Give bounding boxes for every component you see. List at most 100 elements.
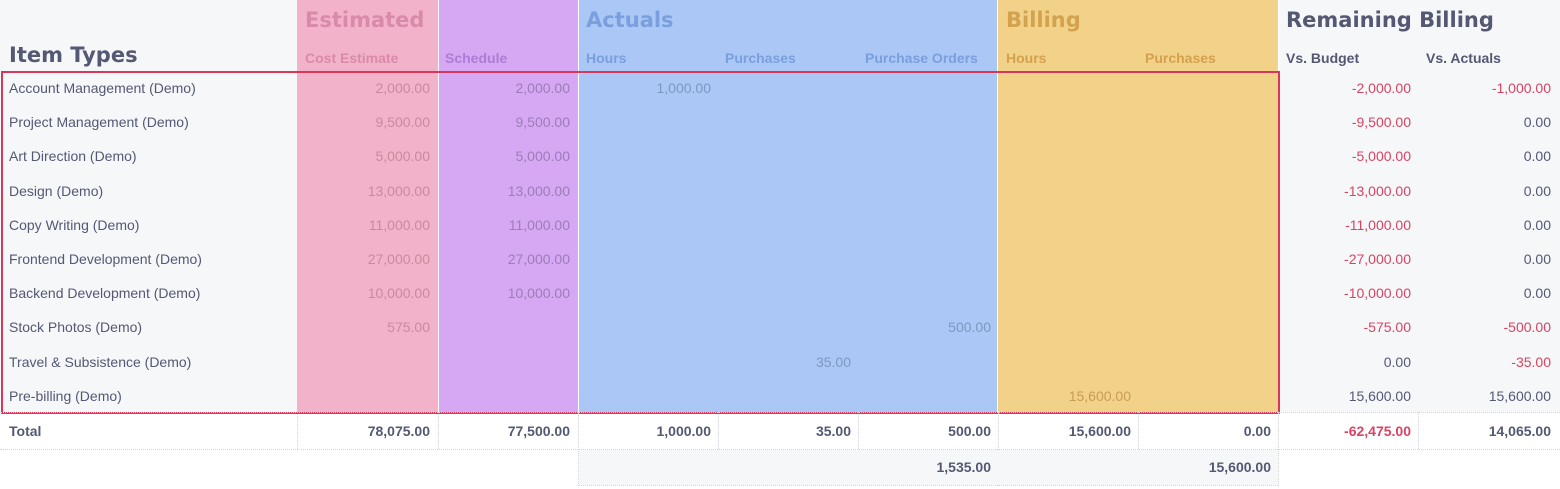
table-row[interactable]: Frontend Development (Demo) 27,000.00 27,0… — [0, 242, 1560, 276]
table-row[interactable]: Travel & Subsistence (Demo) 35.00 0.00 -35.… — [0, 345, 1560, 379]
vs-actuals-cell: 0.00 — [1523, 251, 1551, 267]
vs-actuals-cell: -35.00 — [1511, 353, 1551, 370]
vs-actuals-cell: -500.00 — [1503, 319, 1551, 336]
cost-estimate-cell: 5,000.00 — [375, 148, 431, 165]
col-divider — [1138, 412, 1139, 449]
total-actual-purchases: 35.00 — [815, 423, 851, 439]
actual-purchases-cell: 35.00 — [815, 353, 851, 370]
total-vs-budget: -62,475.00 — [1344, 423, 1411, 439]
remaining-billing-header: Remaining Billing — [1286, 8, 1494, 32]
estimated-header: Estimated — [305, 8, 425, 32]
item-type-label: Copy Writing (Demo) — [9, 216, 140, 233]
vs-budget-cell: 15,600.00 — [1348, 387, 1411, 404]
schedule-cell: 10,000.00 — [507, 285, 570, 302]
cost-estimate-cell: 575.00 — [387, 319, 430, 336]
table-row[interactable]: Backend Development (Demo) 10,000.00 10,00… — [0, 276, 1560, 310]
table-row[interactable]: Art Direction (Demo) 5,000.00 5,000.00 -5,0… — [0, 139, 1560, 173]
schedule-subheader: Schedule — [445, 50, 508, 66]
cost-estimate-cell: 9,500.00 — [375, 114, 431, 131]
item-type-label: Project Management (Demo) — [9, 114, 189, 131]
vs-actuals-cell: 15,600.00 — [1488, 387, 1551, 404]
vs-budget-subheader: Vs. Budget — [1286, 50, 1360, 66]
remaining-billing-panel — [1279, 0, 1560, 412]
table-row[interactable]: Copy Writing (Demo) 11,000.00 11,000.00 -11… — [0, 208, 1560, 242]
vs-budget-cell: -575.00 — [1363, 319, 1411, 336]
vs-budget-cell: -10,000.00 — [1344, 285, 1411, 302]
item-type-label: Account Management (Demo) — [9, 80, 196, 96]
billing-header: Billing — [1006, 8, 1081, 32]
actual-hours-subheader: Hours — [586, 50, 627, 66]
schedule-cell: 2,000.00 — [515, 80, 571, 96]
actuals-subtotal: 1,535.00 — [936, 459, 992, 475]
item-type-label: Backend Development (Demo) — [9, 285, 201, 302]
vs-actuals-cell: 0.00 — [1523, 216, 1551, 233]
billing-purchases-subheader: Purchases — [1145, 50, 1216, 66]
table-row[interactable]: Account Management (Demo) 2,000.00 2,000.0… — [0, 71, 1560, 105]
schedule-cell: 11,000.00 — [508, 216, 570, 233]
total-cost-estimate: 78,075.00 — [367, 423, 430, 439]
col-divider — [858, 412, 859, 449]
item-types-header: Item Types — [9, 43, 138, 67]
selection-outline — [1, 71, 1280, 414]
vs-actuals-subheader: Vs. Actuals — [1426, 50, 1501, 66]
total-schedule: 77,500.00 — [507, 423, 570, 439]
total-billing-purchases: 0.00 — [1243, 423, 1271, 439]
col-divider — [438, 412, 439, 449]
table-row[interactable]: Design (Demo) 13,000.00 13,000.00 -13,000.0… — [0, 174, 1560, 208]
table-row[interactable]: Project Management (Demo) 9,500.00 9,500.0… — [0, 105, 1560, 139]
totals-top-divider — [0, 412, 1560, 413]
cost-estimate-cell: 2,000.00 — [375, 80, 431, 96]
cost-estimate-subheader: Cost Estimate — [305, 50, 399, 66]
vs-budget-cell: -2,000.00 — [1351, 80, 1411, 96]
billing-column-bg — [998, 0, 1278, 412]
vs-budget-cell: 0.00 — [1383, 353, 1411, 370]
actuals-header: Actuals — [586, 8, 674, 32]
actual-hours-cell: 1,000.00 — [656, 80, 712, 96]
vs-budget-cell: -9,500.00 — [1351, 114, 1411, 131]
vs-budget-cell: -13,000.00 — [1344, 182, 1411, 199]
col-divider — [718, 412, 719, 449]
cost-estimate-cell: 11,000.00 — [368, 216, 430, 233]
item-types-panel — [0, 0, 297, 412]
vs-actuals-cell: 0.00 — [1523, 285, 1551, 302]
table-row[interactable]: Stock Photos (Demo) 575.00 500.00 -575.00 -5… — [0, 310, 1560, 344]
totals-label: Total — [9, 423, 42, 439]
purchase-orders-cell: 500.00 — [948, 319, 991, 336]
total-vs-actuals: 14,065.00 — [1488, 423, 1551, 439]
schedule-cell: 5,000.00 — [515, 148, 571, 165]
table-row[interactable]: Pre-billing (Demo) 15,600.00 15,600.00 15,6… — [0, 379, 1560, 413]
col-divider — [578, 412, 579, 486]
item-type-label: Stock Photos (Demo) — [9, 319, 143, 336]
actual-purchases-subheader: Purchases — [725, 50, 796, 66]
cost-estimate-cell: 27,000.00 — [367, 251, 430, 267]
billing-hours-subheader: Hours — [1006, 50, 1047, 66]
schedule-cell: 13,000.00 — [507, 182, 570, 199]
item-type-label: Art Direction (Demo) — [9, 148, 137, 165]
estimated-column-bg — [297, 0, 438, 412]
vs-actuals-cell: -1,000.00 — [1491, 80, 1551, 96]
cost-estimate-cell: 13,000.00 — [367, 182, 430, 199]
vs-actuals-cell: 0.00 — [1523, 182, 1551, 199]
col-divider — [1278, 412, 1279, 486]
vs-actuals-cell: 0.00 — [1523, 114, 1551, 131]
total-purchase-orders: 500.00 — [948, 423, 991, 439]
subtotals-row: 1,535.00 15,600.00 — [0, 450, 1560, 484]
totals-row: Total 78,075.00 77,500.00 1,000.00 35.00… — [0, 414, 1560, 448]
subtotals-bg — [579, 450, 1278, 485]
purchase-orders-subheader: Purchase Orders — [865, 50, 978, 66]
totals-bottom-divider — [0, 449, 1560, 450]
item-type-label: Travel & Subsistence (Demo) — [9, 353, 192, 370]
schedule-column-bg — [439, 0, 578, 412]
col-divider — [297, 412, 298, 449]
vs-budget-cell: -27,000.00 — [1344, 251, 1411, 267]
subtotals-bottom-divider — [578, 485, 1278, 486]
schedule-cell: 9,500.00 — [515, 114, 571, 131]
total-billing-hours: 15,600.00 — [1068, 423, 1131, 439]
total-actual-hours: 1,000.00 — [656, 423, 712, 439]
item-type-label: Pre-billing (Demo) — [9, 387, 122, 404]
schedule-cell: 27,000.00 — [507, 251, 570, 267]
vs-budget-cell: -11,000.00 — [1345, 216, 1411, 233]
billing-subtotal: 15,600.00 — [1208, 459, 1271, 475]
billing-hours-cell: 15,600.00 — [1068, 387, 1131, 404]
item-type-label: Frontend Development (Demo) — [9, 251, 202, 267]
